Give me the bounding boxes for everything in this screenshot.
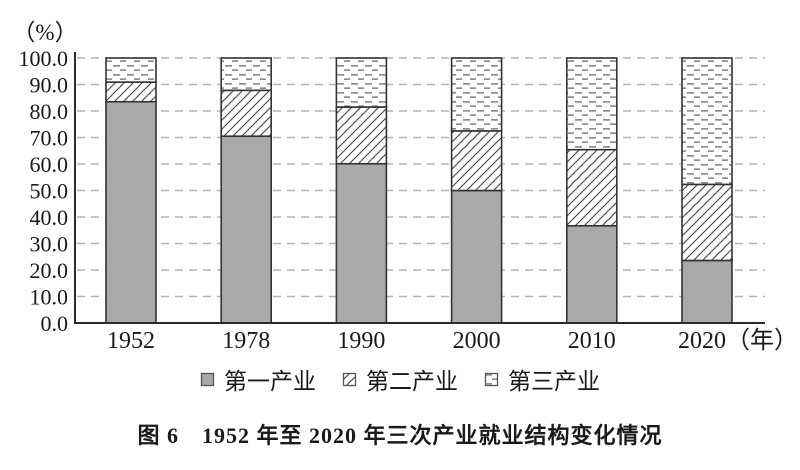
x-tick-label: 2010 <box>568 328 616 354</box>
bar-segment-1952-series3 <box>105 57 157 83</box>
horizontal-dashes-swatch-icon <box>484 372 499 386</box>
bar-segment-1978-series3 <box>220 57 272 92</box>
bar-segment-2010-series3 <box>565 57 618 151</box>
x-tick-label: 1978 <box>222 328 270 354</box>
bar-segment-2000-series2 <box>450 130 503 192</box>
bar-segment-2010-series1 <box>565 224 618 324</box>
diagonal-hatch-swatch-icon <box>342 372 357 386</box>
y-tick-label: 30.0 <box>30 232 69 257</box>
y-tick-label: 80.0 <box>30 99 69 124</box>
bar-segment-2010-series2 <box>565 148 618 227</box>
legend-item-tertiary-industry: 第三产业 <box>484 362 600 396</box>
solid-gray-swatch-icon <box>200 372 215 386</box>
y-tick-label: 20.0 <box>30 258 69 283</box>
bar-segment-2020-series2 <box>681 183 733 262</box>
bar-segment-1978-series2 <box>220 89 272 137</box>
bar-segment-2000-series1 <box>450 189 503 324</box>
y-axis-unit-label: （%） <box>12 20 77 45</box>
axes-group <box>74 52 765 324</box>
y-tick-label: 50.0 <box>30 179 69 204</box>
legend-label-secondary: 第二产业 <box>366 369 458 394</box>
gridlines-group <box>77 57 765 298</box>
x-tick-label: 1952 <box>107 328 155 354</box>
bar-segment-1952-series2 <box>105 81 157 103</box>
bar-segment-1952-series1 <box>105 100 157 324</box>
y-tick-label: 60.0 <box>30 152 69 177</box>
legend-item-secondary-industry: 第二产业 <box>342 362 458 396</box>
x-tick-label: 1990 <box>337 328 385 354</box>
bar-segment-2020-series1 <box>681 259 733 324</box>
y-tick-label: 10.0 <box>30 285 69 310</box>
y-tick-label: 40.0 <box>30 205 69 230</box>
bar-segment-1990-series3 <box>335 57 388 108</box>
y-tick-label: 100.0 <box>19 46 69 71</box>
legend-label-tertiary: 第三产业 <box>508 369 600 394</box>
bar-segment-1990-series1 <box>335 162 388 324</box>
y-tick-label: 70.0 <box>30 126 69 151</box>
chart-legend: 第一产业 第二产业 第三产业 <box>0 362 800 396</box>
axis-labels-group: 0.010.020.030.040.050.060.070.080.090.01… <box>19 46 799 354</box>
legend-item-primary-industry: 第一产业 <box>200 362 316 396</box>
y-tick-label: 90.0 <box>30 73 69 98</box>
stacked-bar-chart: （%） 0.010.020.030.040.050.060.070.080.09… <box>12 20 799 354</box>
figure-caption: 图 6 1952 年至 2020 年三次产业就业结构变化情况 <box>137 423 663 448</box>
bar-segment-2020-series3 <box>681 57 733 186</box>
bar-segment-1990-series2 <box>335 106 388 165</box>
bar-segment-2000-series3 <box>450 57 503 132</box>
y-tick-label: 0.0 <box>41 311 69 336</box>
legend-label-primary: 第一产业 <box>224 369 316 394</box>
x-tick-label: 2020（年） <box>678 327 798 354</box>
bar-segment-1978-series1 <box>220 135 272 324</box>
x-tick-label: 2000 <box>453 328 501 354</box>
bars-group <box>105 57 733 324</box>
